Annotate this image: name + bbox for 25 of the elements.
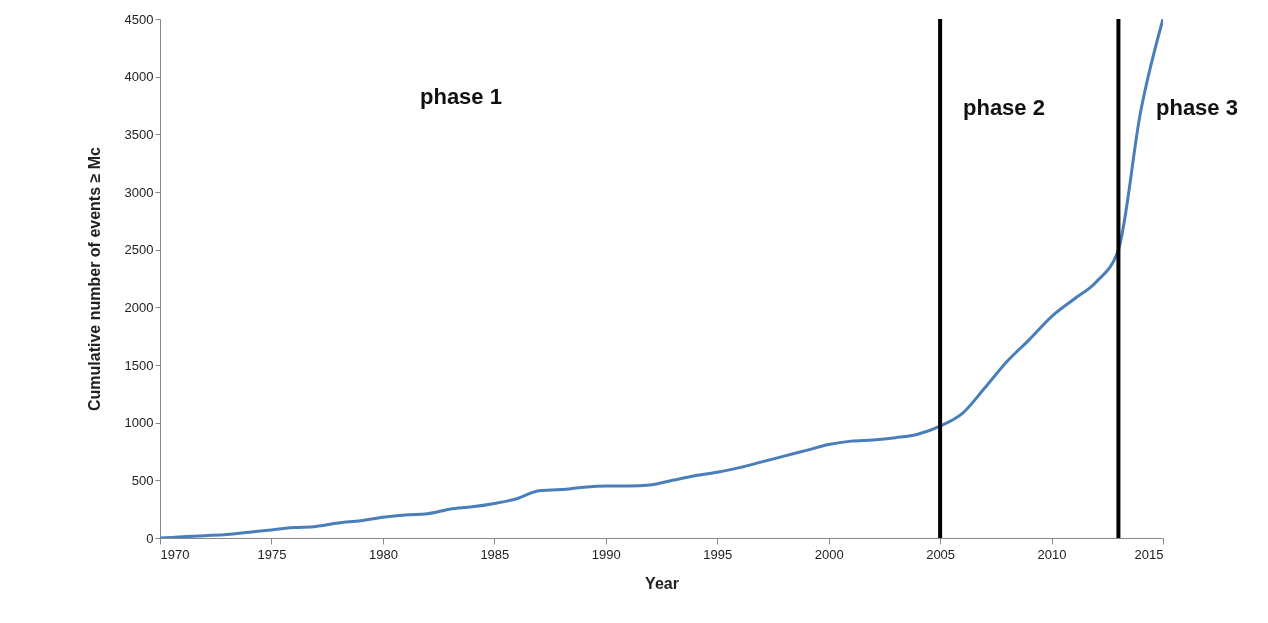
y-tick-label: 500 (131, 472, 154, 488)
x-tick-label: 1975 (257, 546, 287, 562)
y-tick-label: 1500 (124, 357, 154, 373)
x-axis-title: Year (645, 574, 679, 592)
y-tick-label: 3500 (124, 126, 154, 142)
x-tick-label: 2015 (1134, 546, 1164, 562)
x-tick-label: 2010 (1037, 546, 1067, 562)
y-tick-label: 4500 (124, 11, 154, 27)
y-tick-label: 2500 (124, 242, 154, 258)
x-tick-label: 1970 (160, 546, 190, 562)
x-tick-label: 2005 (926, 546, 956, 562)
y-tick-label: 4000 (124, 69, 154, 85)
y-tick-label: 2000 (124, 299, 154, 315)
x-tick-label: 2000 (814, 546, 844, 562)
x-tick-label: 1985 (480, 546, 510, 562)
x-tick-label: 1995 (703, 546, 733, 562)
x-tick-label: 1980 (368, 546, 398, 562)
y-axis-title: Cumulative number of events ≥ Mc (85, 146, 103, 411)
y-tick-label: 1000 (124, 415, 154, 431)
annotation: phase 1 (420, 84, 502, 109)
y-tick-label: 0 (146, 530, 154, 546)
x-tick-label: 1990 (591, 546, 621, 562)
annotation: phase 2 (963, 95, 1045, 120)
y-tick-label: 3000 (124, 184, 154, 200)
annotation: phase 3 (1156, 95, 1238, 120)
